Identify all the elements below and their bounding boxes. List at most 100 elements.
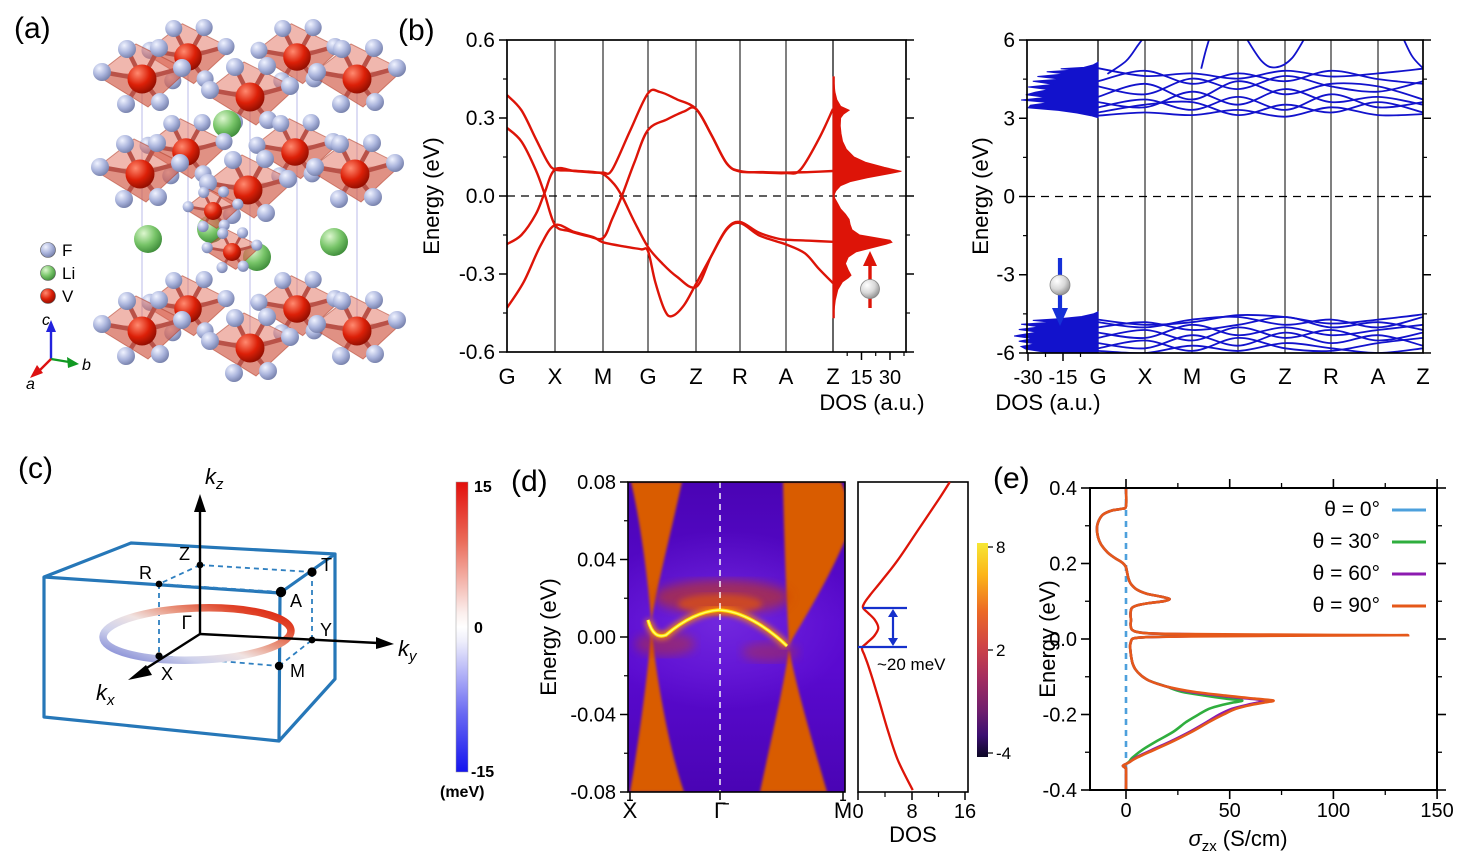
surface-ytick-label: -0.08	[570, 782, 616, 804]
kpoint-label: R	[732, 364, 748, 389]
point-Z	[196, 561, 204, 569]
VF6-octahedron	[201, 57, 299, 131]
fluorine-atom	[251, 239, 263, 251]
ky-axis-label: ky	[398, 636, 418, 665]
conductivity-xtick-label: 150	[1420, 800, 1453, 822]
fluorine-atom	[93, 315, 111, 333]
kx-arrowhead-icon	[128, 665, 152, 680]
fluorine-atom	[304, 271, 322, 289]
bz-wedge-dashed-edges	[158, 564, 313, 667]
fluorine-atom	[148, 134, 166, 152]
fluorine-atom	[150, 39, 168, 57]
kx-axis	[141, 632, 201, 673]
spin-down-dos-fill	[1014, 61, 1099, 354]
fluorine-atom	[215, 133, 233, 151]
fluorine-atom	[274, 19, 292, 38]
fluorine-atom	[149, 188, 167, 206]
legend-label-3: θ = 90°	[1313, 594, 1380, 617]
point-A	[275, 586, 287, 598]
kpoint-label: G	[1089, 364, 1106, 389]
label-X: X	[161, 664, 173, 684]
VF6-octahedron	[93, 291, 191, 365]
conductivity-ytick-label: -0.4	[1043, 780, 1077, 802]
kpoint-label: A	[779, 364, 794, 389]
gap-size-label: ~20 meV	[877, 655, 946, 674]
fluorine-atom	[332, 347, 350, 365]
point-M	[274, 661, 284, 671]
fluorine-atom	[165, 271, 183, 290]
panel-d: (d) Energy (eV)	[511, 465, 1011, 847]
c-axis-arrowhead-icon	[46, 320, 56, 332]
fluorine-atom	[173, 59, 191, 77]
spin-down-dos-tick-label: -30	[1014, 367, 1043, 389]
fluorine-atom	[306, 158, 324, 176]
VF6-octahedron	[91, 134, 189, 208]
fluorine-atom	[333, 40, 351, 58]
fluorine-atom	[226, 309, 244, 327]
fluorine-atom	[256, 150, 274, 168]
spin-up-ball	[860, 251, 880, 308]
conductivity-frame	[1089, 487, 1438, 791]
surface-energy-axis-title: Energy (eV)	[536, 578, 561, 695]
spin-down-bands	[1097, 40, 1423, 353]
kpoint-label: R	[1323, 364, 1339, 389]
fluorine-atom	[232, 198, 244, 210]
conductivity-ytick-label: 0.2	[1049, 554, 1077, 576]
spin-down-ytick-label: -6	[996, 342, 1015, 365]
spin-down-arrow-icon	[1052, 308, 1068, 326]
fluorine-atom	[116, 135, 134, 153]
point-T	[307, 567, 317, 577]
label-Z: Z	[179, 544, 190, 564]
vanadium-atom	[283, 43, 311, 71]
spin-down-dos-tick-label: -15	[1049, 367, 1078, 389]
spectral-tick-neg4: -4	[996, 744, 1011, 763]
vanadium-atom	[283, 295, 311, 323]
spin-up-axis-ticks: 0.6 0.3 0.0 -0.3 -0.6 15 30	[459, 29, 914, 389]
sigma-curve-1	[1095, 488, 1244, 790]
brillouin-zone-drawing: Z R T A Γ Y X M kz ky kx	[42, 464, 418, 743]
kpoint-label: X	[548, 364, 563, 389]
fluorine-atom	[91, 158, 109, 176]
lithium-legend-label: Li	[62, 264, 75, 283]
vanadium-atom	[340, 159, 370, 189]
spin-up-dos-tick-label: 15	[850, 367, 872, 389]
spin-up-ytick-label: 0.0	[466, 185, 495, 208]
fluorine-atom	[250, 293, 268, 311]
colorbar-unit-label: (meV)	[440, 784, 484, 801]
vanadium-atom	[342, 64, 372, 94]
VF6-octahedron	[182, 186, 244, 233]
fluorine-atom	[257, 204, 275, 222]
panel-b-label: (b)	[398, 14, 435, 47]
fluorine-atom	[117, 95, 135, 113]
kpoint-label: Z	[689, 364, 702, 389]
fluorine-atom	[225, 364, 243, 382]
conductivity-ytick-label: 0.0	[1049, 629, 1077, 651]
conductivity-xtick-label: 100	[1317, 800, 1350, 822]
fluorine-atom	[388, 311, 406, 329]
nodal-ring	[99, 604, 295, 664]
crystal-axis-triad: c b a	[26, 312, 91, 393]
fluorine-atom	[93, 63, 111, 81]
fluorine-atom	[363, 134, 381, 152]
spectral-colorbar: 8 2 -4	[977, 538, 1011, 763]
fluorine-atom	[115, 190, 133, 208]
b-axis-arrowhead-icon	[67, 357, 79, 368]
fluorine-atom	[201, 81, 219, 99]
point-Y	[308, 636, 316, 644]
vanadium-atom	[125, 159, 155, 189]
spin-down-band-plot: 6 3 0 -3 -6-30 -15 G X M G Z R A Z	[996, 29, 1431, 389]
fluorine-atom	[118, 292, 136, 310]
fluorine-atom	[281, 77, 299, 95]
surface-dos-tick-label: 16	[954, 801, 976, 823]
fluorine-atom	[217, 290, 235, 308]
surface-state-halo-right	[742, 642, 798, 662]
fluorine-atom	[226, 58, 244, 76]
fluorine-atom	[388, 59, 406, 77]
fluorine-atom	[118, 40, 136, 58]
fluorine-atom	[193, 114, 211, 132]
panel-c: (c) Z R T	[18, 452, 494, 801]
kpoint-label: Z	[826, 364, 839, 389]
fluorine-atom	[217, 186, 230, 198]
